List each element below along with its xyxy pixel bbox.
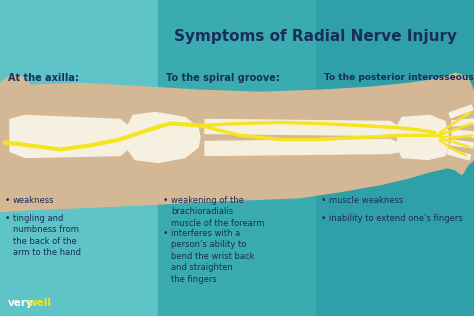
Bar	[316, 0, 474, 316]
Text: •: •	[5, 196, 10, 205]
Text: •: •	[5, 214, 10, 223]
Text: interferes with a
person’s ability to
bend the wrist back
and straighten
the fin: interferes with a person’s ability to be…	[171, 229, 255, 284]
Text: •: •	[321, 196, 327, 205]
Polygon shape	[397, 115, 448, 160]
Text: weakness: weakness	[13, 196, 55, 205]
Polygon shape	[452, 119, 474, 126]
Text: •: •	[163, 229, 168, 238]
Text: Symptoms of Radial Nerve Injury: Symptoms of Radial Nerve Injury	[174, 29, 457, 44]
Text: To the spiral groove:: To the spiral groove:	[166, 73, 280, 83]
Text: well: well	[28, 298, 52, 308]
Bar	[158, 0, 316, 316]
Text: •: •	[163, 196, 168, 205]
Text: very: very	[8, 298, 34, 308]
Polygon shape	[451, 140, 474, 148]
Text: tingling and
numbness from
the back of the
arm to the hand: tingling and numbness from the back of t…	[13, 214, 81, 257]
Text: inability to extend one’s fingers: inability to extend one’s fingers	[329, 214, 463, 223]
Polygon shape	[449, 105, 473, 118]
Polygon shape	[452, 130, 474, 137]
Polygon shape	[205, 139, 400, 155]
Polygon shape	[128, 112, 200, 162]
Text: At the axilla:: At the axilla:	[8, 73, 79, 83]
Text: muscle weakness: muscle weakness	[329, 196, 403, 205]
Text: To the posterior interosseous nerve:: To the posterior interosseous nerve:	[324, 73, 474, 82]
Polygon shape	[0, 73, 474, 212]
Text: •: •	[321, 214, 327, 223]
Ellipse shape	[0, 75, 45, 210]
Polygon shape	[447, 149, 471, 160]
Polygon shape	[10, 115, 130, 157]
Bar	[0, 0, 158, 316]
Text: weakening of the
brachioradialis
muscle of the forearm: weakening of the brachioradialis muscle …	[171, 196, 264, 228]
Polygon shape	[205, 119, 400, 136]
